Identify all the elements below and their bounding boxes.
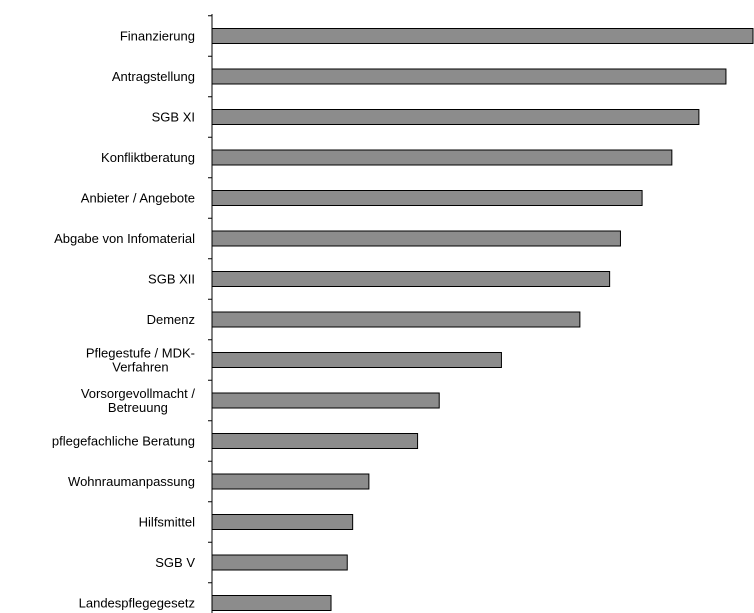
category-label: SGB V xyxy=(155,555,195,570)
category-label-line: Hilfsmittel xyxy=(139,515,195,530)
bar xyxy=(211,68,727,85)
bar xyxy=(211,473,370,490)
bar xyxy=(211,595,332,611)
bar xyxy=(211,514,354,530)
category-label-line: pflegefachliche Beratung xyxy=(52,434,195,449)
category-label: Konfliktberatung xyxy=(101,150,195,165)
category-label-line: Demenz xyxy=(147,312,195,327)
category-label-line: Landespflegegesetz xyxy=(79,596,195,611)
bar xyxy=(211,554,348,571)
category-label-line: SGB XI xyxy=(152,110,195,125)
bar xyxy=(211,392,440,409)
category-label-line: Wohnraumanpassung xyxy=(68,474,195,489)
category-label-line: SGB XII xyxy=(148,272,195,287)
category-label-line: Abgabe von Infomaterial xyxy=(54,231,195,246)
category-label: Demenz xyxy=(147,312,195,327)
category-label: Vorsorgevollmacht / Betreuung xyxy=(81,386,196,415)
category-label: SGB XI xyxy=(152,110,195,125)
category-label-line: SGB V xyxy=(155,555,195,570)
category-labels: Finanzierung Antragstellung SGB XI Konflikt… xyxy=(52,29,195,611)
bar xyxy=(211,190,643,206)
value-axis-baseline xyxy=(208,14,213,613)
category-label: Abgabe von Infomaterial xyxy=(54,231,195,246)
category-label: Landespflegegesetz xyxy=(79,596,195,611)
category-label: pflegefachliche Beratung xyxy=(52,434,195,449)
category-label: Antragstellung xyxy=(112,69,195,84)
category-label: SGB XII xyxy=(148,272,195,287)
category-label-line: Konfliktberatung xyxy=(101,150,195,165)
bar xyxy=(211,433,419,449)
bar xyxy=(211,271,611,287)
bar xyxy=(211,149,673,166)
bars xyxy=(211,28,754,611)
category-label: Anbieter / Angebote xyxy=(81,191,195,206)
bar xyxy=(211,311,581,328)
category-label: Finanzierung xyxy=(120,29,195,44)
category-label-line: Antragstellung xyxy=(112,69,195,84)
category-label: Wohnraumanpassung xyxy=(68,474,195,489)
category-label-line: Betreuung xyxy=(108,400,168,415)
bar xyxy=(211,109,700,125)
bar xyxy=(211,230,621,247)
category-label: Hilfsmittel xyxy=(139,515,195,530)
bar xyxy=(211,28,754,44)
category-label-line: Vorsorgevollmacht / xyxy=(81,386,196,401)
category-label-line: Anbieter / Angebote xyxy=(81,191,195,206)
category-label: Pflegestufe / MDK-Verfahren xyxy=(86,346,195,375)
category-label-line: Pflegestufe / MDK- xyxy=(86,346,195,361)
category-label-line: Verfahren xyxy=(112,360,168,375)
category-label-line: Finanzierung xyxy=(120,29,195,44)
bar xyxy=(211,352,502,368)
